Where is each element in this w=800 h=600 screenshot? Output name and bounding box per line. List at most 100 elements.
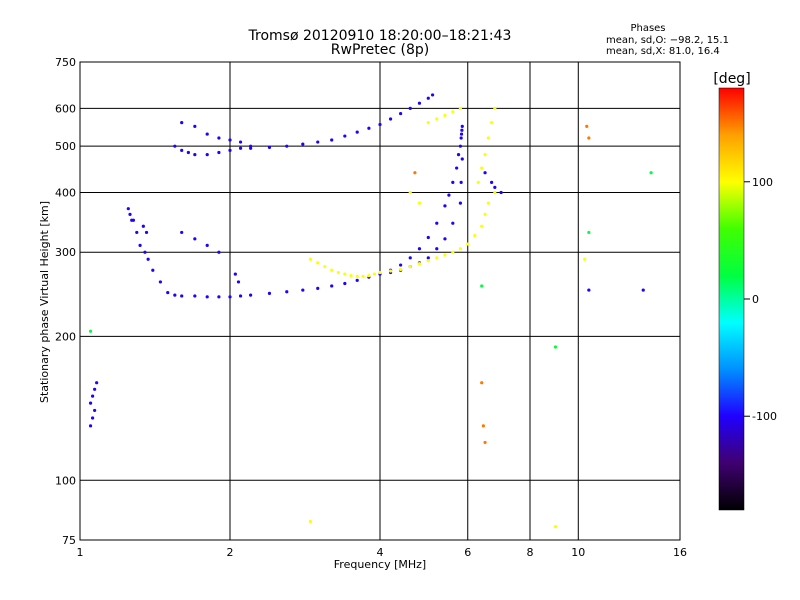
y-tick-label: 75 <box>62 534 76 547</box>
data-point <box>585 124 589 128</box>
data-point <box>316 140 320 144</box>
data-point <box>458 201 463 205</box>
data-point <box>458 106 463 110</box>
phase-stats-title: Phases <box>630 23 665 34</box>
data-point <box>285 290 289 294</box>
data-point <box>399 263 403 267</box>
data-point <box>308 519 313 524</box>
data-point <box>180 121 184 125</box>
data-point <box>93 387 97 391</box>
data-points <box>88 93 653 529</box>
data-point <box>480 381 484 385</box>
data-point <box>361 274 365 279</box>
data-point <box>93 408 97 413</box>
colorbar <box>718 87 745 511</box>
data-point <box>141 224 145 228</box>
data-point <box>95 381 99 385</box>
data-point <box>180 230 184 235</box>
data-point <box>473 233 477 238</box>
y-tick-label: 400 <box>55 186 76 199</box>
chart-subtitle: RwPretec (8p) <box>331 42 429 58</box>
data-point <box>128 212 132 216</box>
data-point <box>330 284 334 288</box>
data-point <box>131 218 136 222</box>
data-point <box>493 190 497 195</box>
data-point <box>91 394 95 398</box>
data-point <box>443 204 447 208</box>
data-point <box>459 136 463 140</box>
data-point <box>435 247 439 251</box>
data-point <box>451 221 455 225</box>
data-point <box>455 166 459 170</box>
data-point <box>217 136 221 140</box>
data-point <box>205 295 209 299</box>
x-tick-label: 10 <box>571 546 585 559</box>
data-point <box>238 140 243 144</box>
x-tick-label: 8 <box>527 546 534 559</box>
data-point <box>480 224 484 228</box>
data-point <box>205 243 209 248</box>
data-point <box>301 142 305 146</box>
data-point <box>435 256 439 260</box>
data-point <box>267 145 272 150</box>
data-point <box>486 136 490 140</box>
data-point <box>458 247 463 251</box>
x-tick-label: 2 <box>227 546 234 559</box>
data-point <box>367 126 371 130</box>
data-point <box>138 243 142 248</box>
x-tick-label: 16 <box>673 546 687 559</box>
grid-lines <box>80 62 680 540</box>
data-point <box>490 121 494 125</box>
data-point <box>193 294 197 298</box>
x-tick-label: 4 <box>377 546 384 559</box>
data-point <box>166 290 170 295</box>
data-point <box>443 113 447 117</box>
data-point <box>88 329 93 333</box>
data-point <box>217 295 221 299</box>
data-point <box>249 144 253 148</box>
data-point <box>316 286 320 291</box>
data-point <box>483 212 487 216</box>
data-point <box>451 180 455 184</box>
data-point <box>476 180 480 184</box>
axis-ticks: 1 2 4 6 8 10 16 75 100 200 300 400 500 600 750 <box>55 56 687 559</box>
data-point <box>173 293 177 297</box>
data-point <box>460 124 464 128</box>
data-point <box>285 144 289 148</box>
data-point <box>583 257 587 261</box>
data-point <box>486 201 490 205</box>
data-point <box>587 230 591 235</box>
colorbar-ticks: 100 0 -100 <box>744 176 777 423</box>
data-point <box>330 268 334 272</box>
data-point <box>308 257 313 261</box>
data-point <box>408 190 412 195</box>
y-tick-label: 600 <box>55 102 76 115</box>
plot-area-frame <box>79 61 681 541</box>
data-point <box>193 237 197 241</box>
data-point <box>408 256 412 260</box>
data-point <box>323 264 327 269</box>
data-point <box>553 345 558 349</box>
data-point <box>426 259 430 263</box>
y-axis-label: Stationary phase Virtual Height [km] <box>38 201 51 403</box>
data-point <box>88 424 93 428</box>
data-point <box>343 134 347 138</box>
data-point <box>180 148 184 152</box>
data-point <box>451 110 455 114</box>
data-point <box>417 247 422 251</box>
data-point <box>456 153 461 157</box>
data-point <box>459 180 463 184</box>
y-tick-label: 500 <box>55 140 76 153</box>
data-point <box>378 270 382 275</box>
data-point <box>388 269 393 273</box>
data-point <box>217 150 221 155</box>
data-point <box>91 416 95 420</box>
data-point <box>459 132 464 136</box>
data-point <box>217 250 221 254</box>
data-point <box>553 525 558 529</box>
data-point <box>186 150 190 155</box>
data-point <box>641 288 645 292</box>
data-point <box>355 278 359 282</box>
data-point <box>193 124 197 128</box>
